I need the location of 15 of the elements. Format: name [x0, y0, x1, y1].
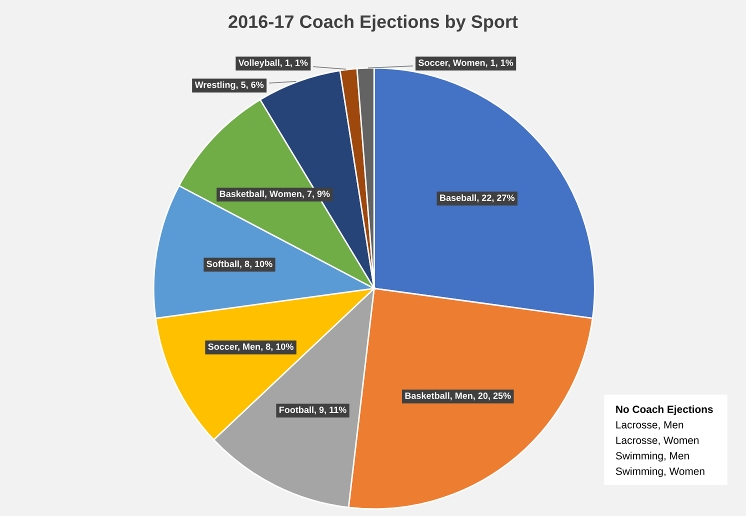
chart-title: 2016-17 Coach Ejections by Sport: [228, 14, 518, 32]
text: Lacrosse, Women: [616, 436, 699, 446]
slice-label: Softball, 8, 10%: [206, 260, 272, 268]
slice-label: Basketball, Women, 7, 9%: [220, 190, 330, 198]
slice-label: Basketball, Men, 20, 25%: [405, 392, 511, 400]
text: Swimming, Men: [616, 452, 689, 462]
slice-label: Soccer, Men, 8, 10%: [208, 343, 294, 352]
text: Lacrosse, Men: [616, 421, 684, 430]
text: No Coach Ejections: [616, 405, 713, 416]
text: Swimming, Women: [616, 467, 704, 477]
slice-label: Baseball, 22, 27%: [440, 194, 515, 202]
slice-label: Soccer, Women, 1, 1%: [418, 60, 514, 68]
slice-label: Volleyball, 1, 1%: [238, 59, 308, 68]
slice-label: Wrestling, 5, 6%: [194, 81, 264, 90]
slice-label: Football, 9, 11%: [280, 406, 346, 414]
